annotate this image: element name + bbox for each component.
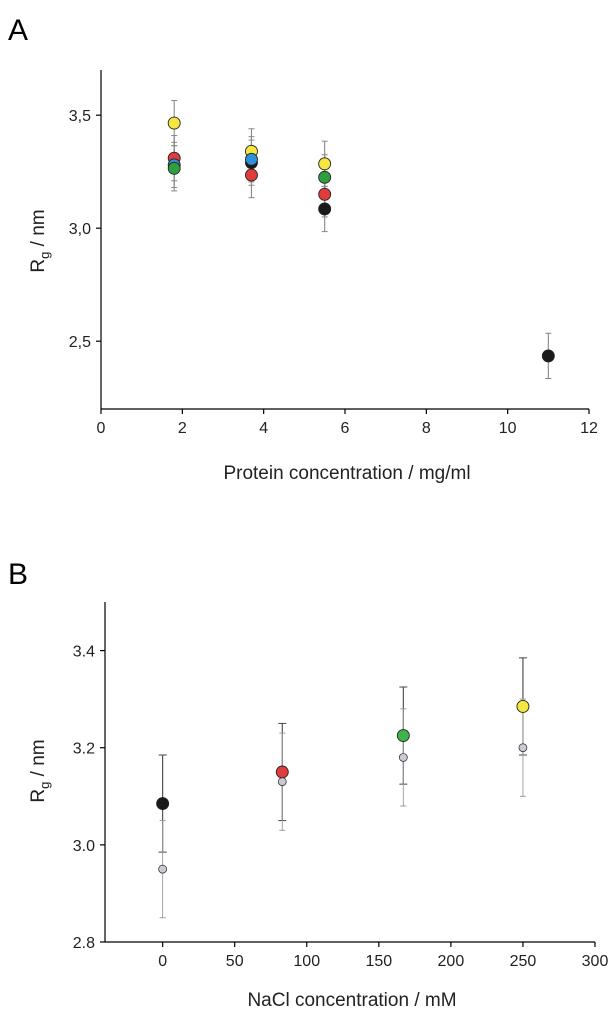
panel-a-x-tick-label: 4 [259,420,268,437]
panel-a-data-point-blue [245,152,258,166]
panel-a-data-point-green [318,170,332,184]
panel-b-marks [156,657,530,919]
panel-a-data-point-red [318,187,332,201]
panel-b-axes: 0 50 100 150 200 250 300 2.8 3.0 3.2 3.4 [73,602,609,970]
panel-b-x-tick-label: 250 [510,953,537,970]
panel-b-data-point-gray [398,753,408,762]
panel-b-y-tick-label: 3.0 [73,838,95,855]
panel-b-data-point-gray [277,777,287,787]
panel-a-axes: 0 2 4 6 8 10 12 2,5 3,0 3,5 [69,70,598,437]
panel-b-y-tick-label: 3.4 [73,644,95,661]
panel-a-y-tick-label: 3,0 [69,221,91,238]
panel-a-y-axis-unit: / nm [28,209,49,251]
panel-b-x-tick-label: 200 [438,953,465,970]
panel-a-x-tick-label: 2 [178,420,187,437]
panel-b-data-point-gray [518,743,528,753]
panel-a-x-tick-label: 10 [499,420,517,437]
panel-a-y-axis-title: Rg / nm [28,209,52,272]
panel-a-data-point-yellow [318,157,332,171]
panel-b-data-point-red [275,765,289,779]
panel-a-data-point-black [318,202,332,216]
panel-b-letter: B [8,558,28,591]
panel-a-y-axis-sub: g [37,252,52,259]
panel-b-x-tick-label: 50 [226,953,244,970]
panel-a-y-tick-label: 2,5 [69,334,91,351]
panel-a-data-point-black [541,349,555,363]
panel-b-x-tick-label: 300 [582,953,609,970]
panel-a-data-point-green [167,161,181,175]
panel-a-marks [167,100,555,379]
panel-b-x-tick-label: 150 [365,953,392,970]
panel-a-x-tick-label: 0 [97,420,106,437]
panel-b-data-point-gray [158,864,167,874]
panel-a-data-point-red [245,168,258,182]
panel-b-x-tick-label: 0 [158,953,167,970]
panel-b-data-point-black [156,797,170,811]
panel-b-data-point-green [396,729,410,743]
panel-a-y-axis-main: R [28,259,49,273]
panel-b-y-tick-label: 2.8 [73,935,95,952]
panel-a: A 0 2 4 6 8 10 12 2,5 3,0 3,5 Protein concentrati… [8,14,598,484]
panel-b-y-axis-main: R [28,789,49,803]
panel-a-data-point-yellow [167,116,181,130]
panel-a-x-tick-label: 12 [580,420,598,437]
panel-a-x-tick-label: 8 [422,420,431,437]
panel-a-x-tick-label: 6 [341,420,350,437]
panel-b-x-tick-label: 100 [293,953,320,970]
panel-a-y-tick-label: 3,5 [69,108,91,125]
panel-b-y-axis-sub: g [37,782,52,789]
panel-b-y-tick-label: 3.2 [73,741,95,758]
panel-b: B 0 50 100 150 200 250 300 2.8 3.0 3.2 3.4 NaCl co… [8,558,608,1011]
panel-a-letter: A [8,14,28,47]
panel-a-x-axis-title: Protein concentration / mg/ml [223,463,470,484]
panel-b-y-axis-unit: / nm [28,739,49,781]
panel-b-x-axis-title: NaCl concentration / mM [247,990,456,1011]
panel-b-data-point-yellow [516,699,530,713]
panel-b-y-axis-title: Rg / nm [28,739,52,802]
